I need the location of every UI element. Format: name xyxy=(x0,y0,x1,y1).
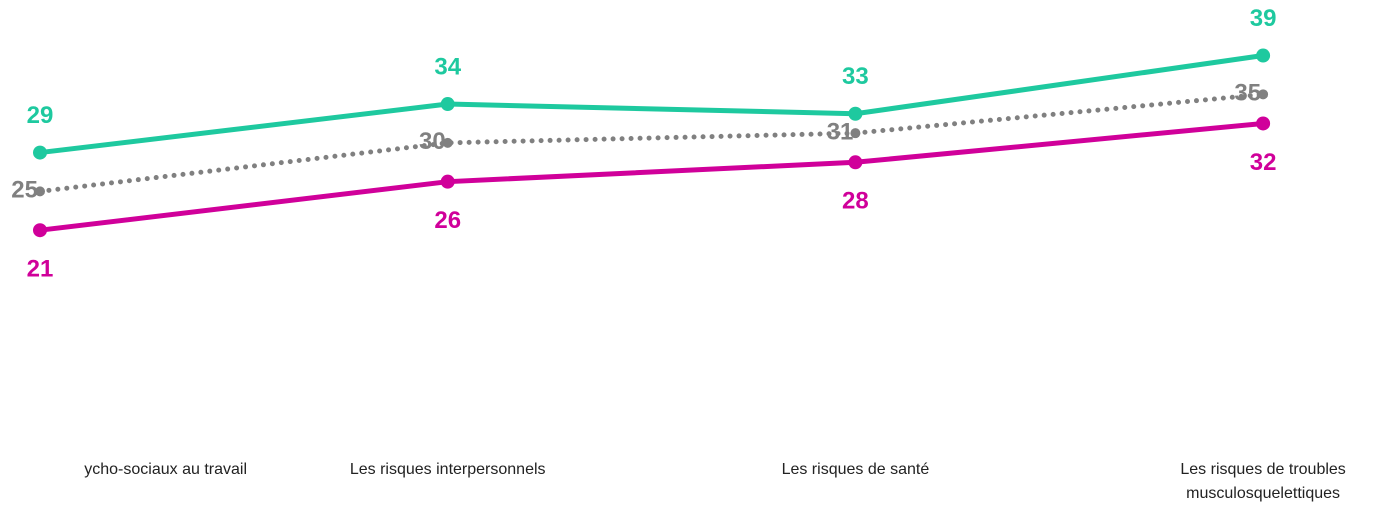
point xyxy=(440,97,455,112)
data-label: 32 xyxy=(1250,149,1277,176)
point xyxy=(440,174,455,189)
series-line xyxy=(37,91,1266,194)
point xyxy=(35,186,45,197)
series-line xyxy=(39,120,1264,233)
point xyxy=(1256,116,1271,131)
x-tick-label: Les risques de troubles xyxy=(1180,461,1345,478)
point xyxy=(442,137,453,148)
data-label: 39 xyxy=(1250,5,1277,32)
data-label: 29 xyxy=(27,102,54,129)
x-tick-label: Les risques interpersonnels xyxy=(350,461,546,478)
data-label: 30 xyxy=(419,128,446,155)
data-label: 25 xyxy=(11,177,38,204)
data-label: 21 xyxy=(27,256,54,283)
point xyxy=(1258,89,1269,100)
point xyxy=(848,106,863,121)
data-label: 31 xyxy=(827,119,854,146)
x-tick-label: ycho-sociaux au travail xyxy=(84,461,247,478)
series-line xyxy=(39,53,1264,156)
point xyxy=(1256,48,1271,63)
point xyxy=(33,223,47,238)
data-label: 34 xyxy=(434,53,461,80)
data-label: 26 xyxy=(434,207,461,234)
x-tick-label: musculosquelettiques xyxy=(1186,485,1340,502)
x-tick-label: Les risques de santé xyxy=(782,461,930,478)
point xyxy=(33,145,47,160)
data-label: 33 xyxy=(842,63,869,90)
point xyxy=(850,128,861,139)
data-label: 28 xyxy=(842,188,869,215)
point xyxy=(848,155,863,170)
data-label: 35 xyxy=(1234,80,1261,107)
